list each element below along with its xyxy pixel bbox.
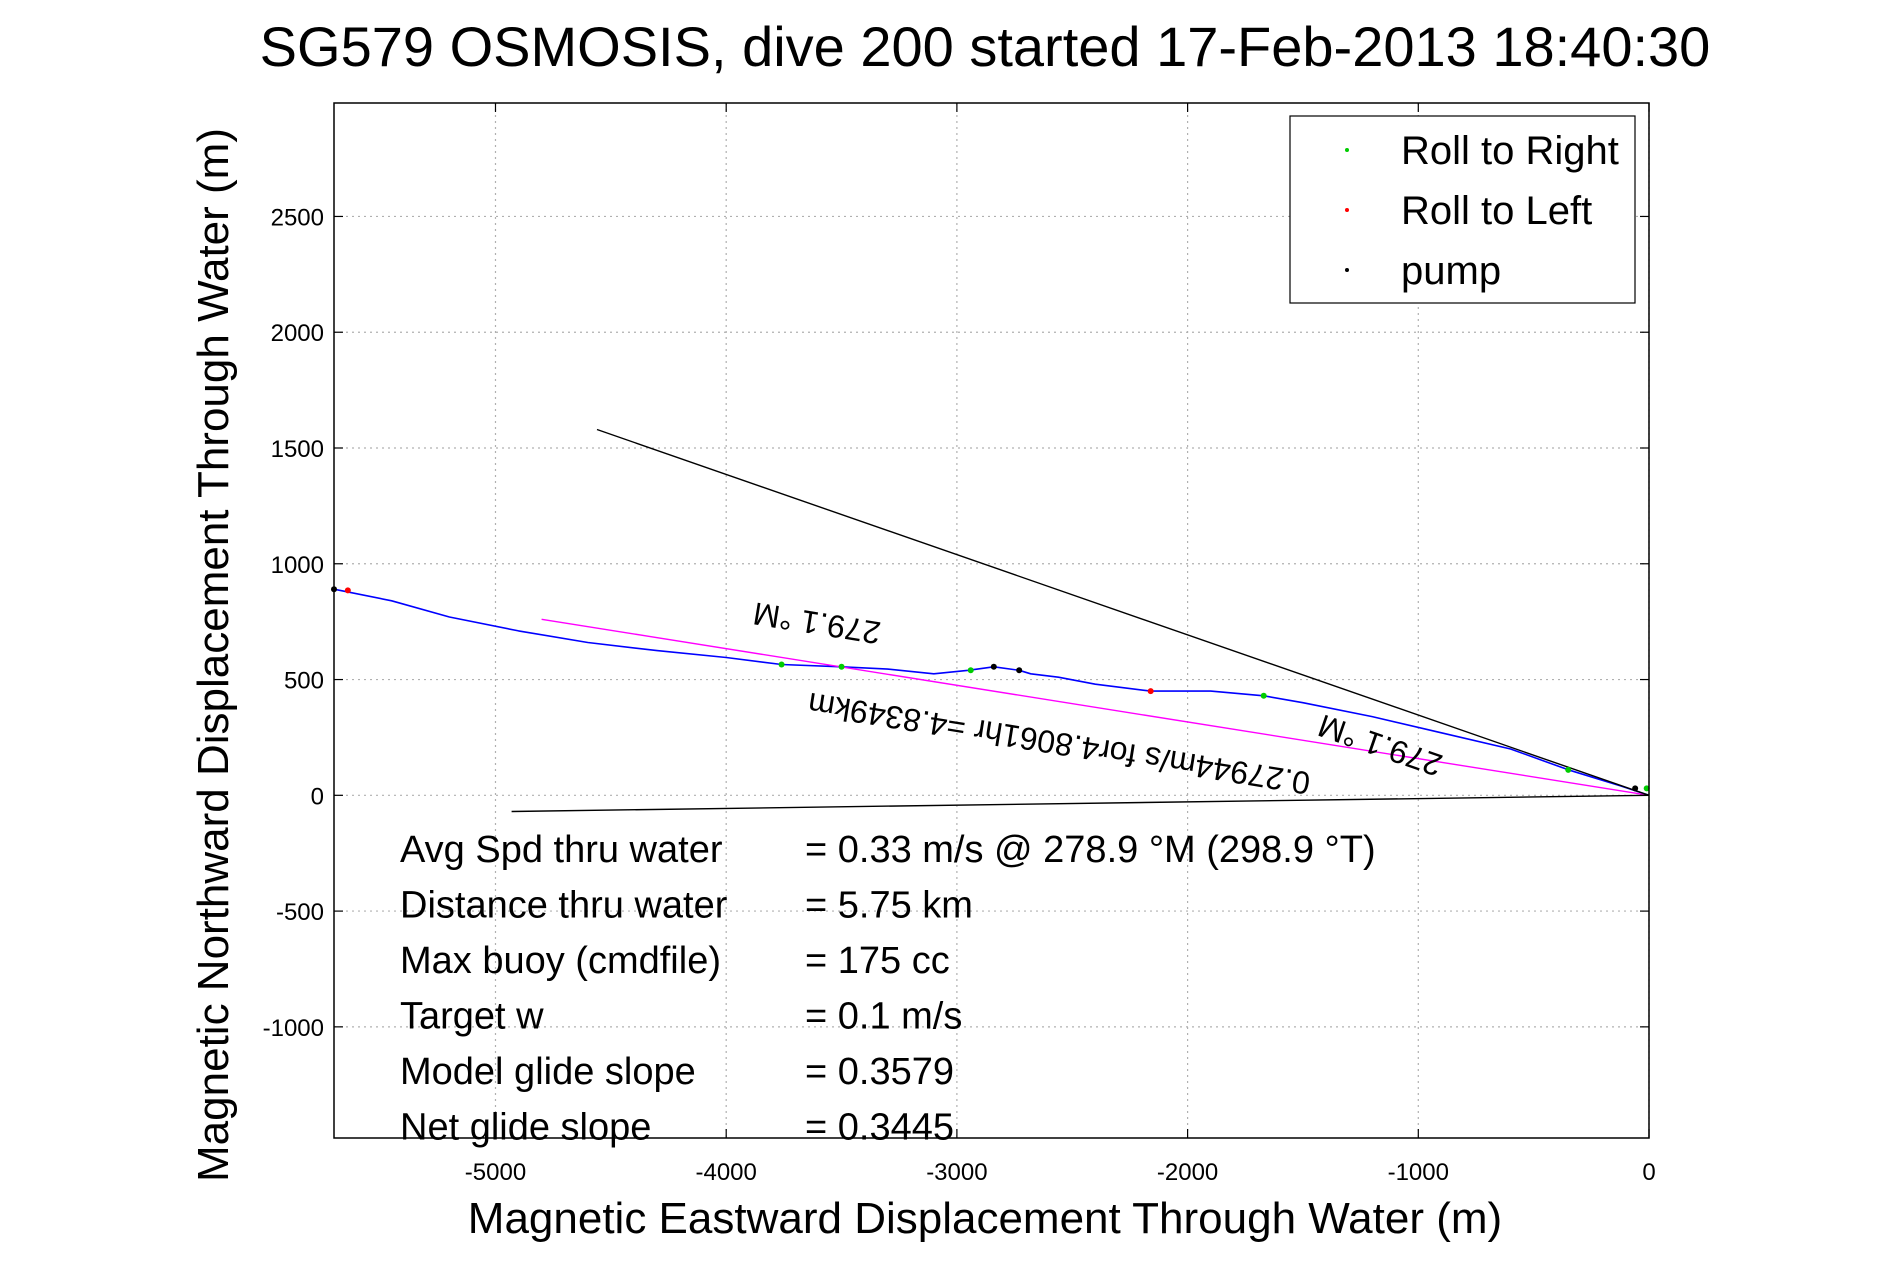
x-tick-label: 0: [1642, 1159, 1655, 1186]
stat-value: = 0.3445: [805, 1107, 954, 1149]
roll-to-left-marker: [1147, 688, 1154, 695]
y-axis-label: Magnetic Northward Displacement Through …: [189, 128, 238, 1182]
pump-marker: [990, 663, 997, 670]
legend-label: Roll to Left: [1401, 189, 1592, 233]
roll-to-left-marker: [344, 587, 351, 594]
roll-to-right-marker: [1260, 692, 1267, 699]
heading-vector-line-1: [541, 618, 1650, 796]
x-axis-label: Magnetic Eastward Displacement Through W…: [468, 1194, 1502, 1243]
heading-vector-line-3: [511, 794, 1650, 813]
legend-marker: [1345, 148, 1349, 152]
dive-statistics: Avg Spd thru water = 0.33 m/s @ 278.9 °M …: [400, 829, 1376, 1149]
y-tick-label: -500: [276, 899, 324, 926]
y-axis-ticks: -1000 -500 0 500 1000 1500 2000 2500: [263, 204, 1649, 1042]
stat-value: = 5.75 km: [805, 885, 973, 927]
x-tick-label: -1000: [1388, 1159, 1449, 1186]
y-tick-label: 0: [311, 783, 324, 810]
plot-frame: [333, 102, 1650, 1139]
x-tick-label: -5000: [465, 1159, 526, 1186]
stat-value: = 0.33 m/s @ 278.9 °M (298.9 °T): [805, 829, 1376, 871]
roll-to-right-marker: [778, 661, 785, 668]
y-tick-label: -1000: [263, 1015, 324, 1042]
stat-label: Net glide slope: [400, 1107, 651, 1149]
roll-to-right-marker: [967, 667, 974, 674]
roll-to-right-marker: [838, 663, 845, 670]
stat-label: Max buoy (cmdfile): [400, 940, 721, 982]
legend: Roll to Right Roll to Left pump: [1289, 115, 1636, 304]
pump-marker: [1016, 667, 1023, 674]
stat-value: = 0.1 m/s: [805, 996, 962, 1038]
legend-marker: [1345, 208, 1349, 212]
stat-value: = 0.3579: [805, 1051, 954, 1093]
y-tick-label: 1000: [271, 552, 324, 579]
stat-label: Model glide slope: [400, 1051, 696, 1093]
x-axis-ticks: -5000 -4000 -3000 -2000 -1000 0: [465, 103, 1656, 1186]
heading-vector-line-2: [596, 428, 1650, 796]
y-tick-label: 2500: [271, 204, 324, 231]
x-tick-label: -2000: [1157, 1159, 1218, 1186]
chart-title: SG579 OSMOSIS, dive 200 started 17-Feb-2…: [260, 15, 1711, 78]
stat-label: Avg Spd thru water: [400, 829, 723, 871]
y-tick-label: 1500: [271, 436, 324, 463]
legend-marker: [1345, 268, 1349, 272]
stat-value: = 175 cc: [805, 940, 950, 982]
y-tick-label: 500: [284, 668, 324, 695]
legend-label: pump: [1401, 249, 1501, 293]
y-tick-label: 2000: [271, 320, 324, 347]
pump-marker: [1632, 785, 1639, 792]
stat-label: Distance thru water: [400, 885, 728, 927]
stat-label: Target w: [400, 996, 544, 1038]
x-tick-label: -4000: [695, 1159, 756, 1186]
legend-label: Roll to Right: [1401, 129, 1619, 173]
x-tick-label: -3000: [926, 1159, 987, 1186]
roll-to-right-marker: [1643, 785, 1650, 792]
roll-to-right-marker: [1565, 766, 1572, 773]
